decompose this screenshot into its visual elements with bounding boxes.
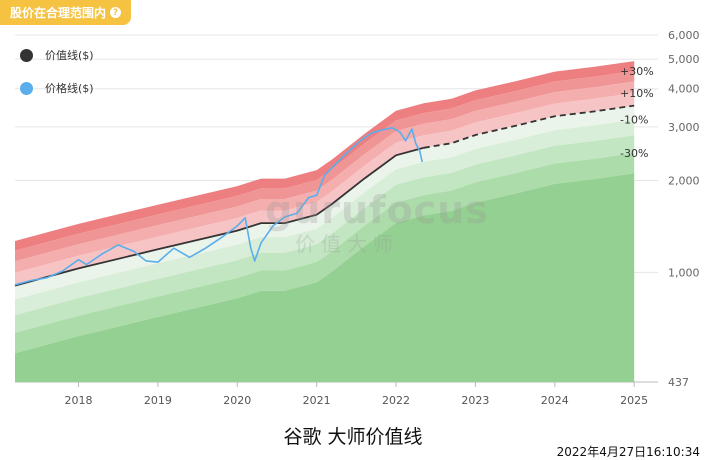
band-label: +30% (620, 65, 654, 78)
band-label: -10% (620, 114, 648, 127)
upper-band (15, 81, 635, 273)
y-tick-label: 1,000 (668, 266, 700, 279)
upper-band (15, 70, 635, 262)
x-tick-label: 2024 (541, 394, 569, 407)
x-tick-label: 2022 (382, 394, 410, 407)
lower-band (15, 152, 635, 354)
x-tick-label: 2020 (223, 394, 251, 407)
lower-band (15, 119, 635, 316)
band-label: +10% (620, 87, 654, 100)
question-circle-icon[interactable]: ? (110, 7, 122, 18)
x-tick-label: 2023 (461, 394, 489, 407)
lower-band (15, 173, 635, 382)
y-tick-label: 5,000 (668, 53, 700, 66)
label-layer: 437 1,000 2,000 3,000 4,000 5,000 6,000 2018 201… (65, 29, 700, 407)
watermark-sub: 价值大师 (295, 232, 399, 256)
band-label: -30% (620, 147, 648, 160)
value-line-solid (14, 146, 425, 287)
line-layer (14, 104, 635, 287)
legend-label: 价格线($) (45, 82, 94, 95)
legend-item-value-line[interactable]: 价值线($) (20, 47, 94, 63)
value-line-projection (423, 104, 635, 149)
valuation-badge[interactable]: 股价在合理范围内 ? (0, 0, 132, 25)
legend-dot-icon (20, 48, 33, 62)
timestamp: 2022年4月27日16:10:34 (556, 445, 700, 459)
y-tick-label: 437 (668, 376, 689, 389)
upper-band (15, 61, 635, 251)
x-tick-label: 2019 (144, 394, 172, 407)
legend-item-price-line[interactable]: 价格线($) (20, 80, 94, 96)
upper-band (15, 93, 635, 286)
chart-title: 谷歌 大师价值线 (283, 426, 423, 448)
x-tick-label: 2025 (620, 394, 648, 407)
lower-band (15, 135, 635, 333)
y-tick-label: 3,000 (668, 121, 700, 134)
x-tick-label: 2021 (303, 394, 331, 407)
legend-dot-icon (20, 81, 33, 95)
price-line (14, 126, 423, 286)
y-tick-label: 4,000 (668, 83, 700, 96)
watermark: gurufocus (265, 188, 489, 232)
y-tick-label: 6,000 (668, 29, 700, 42)
legend-label: 价值线($) (45, 49, 94, 62)
x-tick-label: 2018 (65, 394, 93, 407)
y-tick-label: 2,000 (668, 175, 700, 188)
badge-label: 股价在合理范围内 (10, 6, 107, 20)
